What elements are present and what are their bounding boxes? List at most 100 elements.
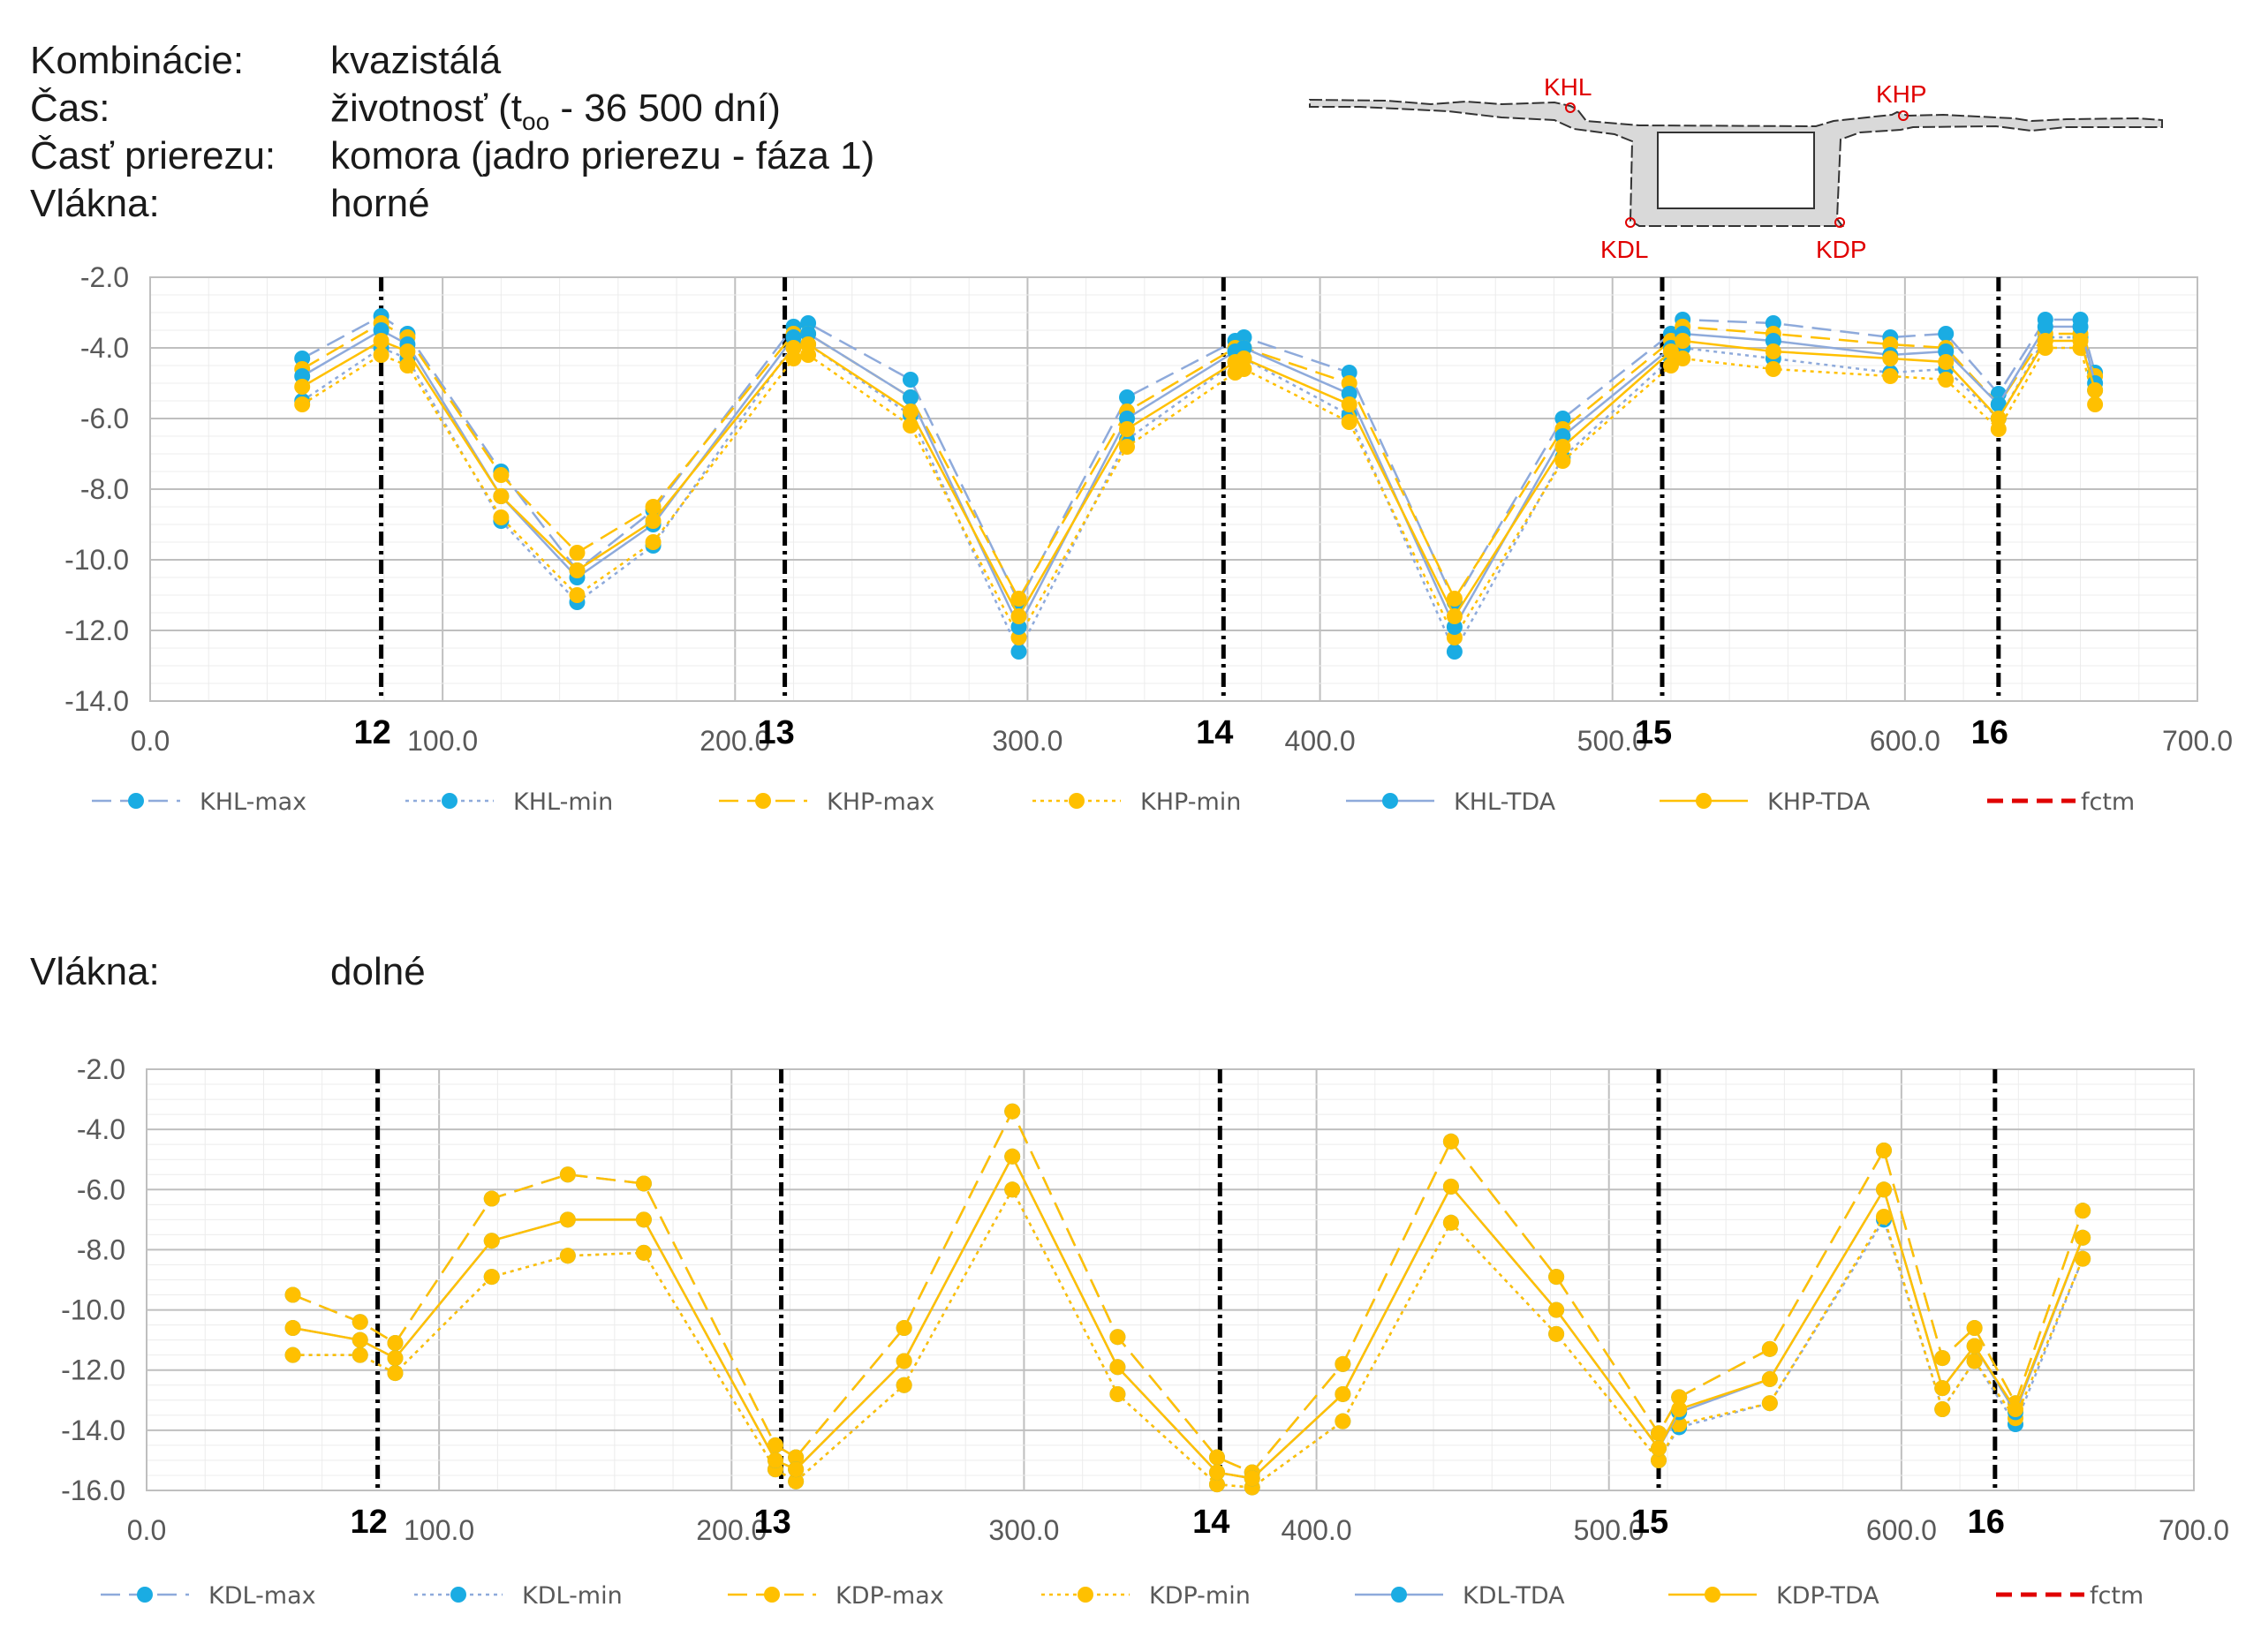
data-point-KDP-TDA — [483, 1233, 500, 1249]
data-point-KHP-min — [569, 587, 586, 603]
support-label-15: 15 — [1635, 714, 1672, 751]
data-point-KHP-max — [645, 499, 662, 515]
x-tick-label: 700.0 — [2162, 725, 2233, 757]
legend-marker — [1705, 1587, 1720, 1603]
x-tick-label: 300.0 — [988, 1514, 1059, 1546]
legend-item-KHP-min: KHP-min — [1032, 788, 1241, 816]
data-point-KDP-min — [896, 1377, 912, 1393]
data-point-KDP-max — [2075, 1203, 2091, 1219]
legend-item-KHP-TDA: KHP-TDA — [1660, 788, 1871, 816]
y-tick-label: -4.0 — [77, 1113, 125, 1145]
y-tick-label: -6.0 — [80, 403, 129, 434]
y-tick-label: -12.0 — [64, 615, 129, 646]
x-tick-label: 600.0 — [1866, 1514, 1937, 1546]
legend-label: KDL-max — [208, 1582, 316, 1610]
legend-marker — [450, 1587, 466, 1603]
data-point-KHP-TDA — [1341, 396, 1357, 412]
y-tick-label: -10.0 — [64, 544, 129, 576]
legend-marker — [128, 793, 144, 809]
legend-label: KDL-TDA — [1463, 1582, 1565, 1610]
data-point-KHP-min — [1675, 351, 1691, 366]
cross-section-diagram: KHL KHP KDL KDP — [1309, 73, 2163, 263]
data-point-KHL-min — [1446, 644, 1463, 660]
data-point-KDP-max — [284, 1286, 301, 1303]
legend-marker — [1078, 1587, 1093, 1603]
legend-marker — [442, 793, 457, 809]
fibers-top-label: Vlákna: — [30, 182, 160, 225]
data-point-KHP-TDA — [1236, 351, 1252, 366]
section-part-label: Časť prierezu: — [30, 134, 276, 177]
y-tick-label: -2.0 — [77, 1053, 125, 1085]
legend-marker — [1069, 793, 1085, 809]
x-tick-label: 200.0 — [699, 725, 770, 757]
data-point-KHP-min — [1554, 453, 1571, 469]
data-point-KHP-TDA — [800, 336, 817, 352]
legend-label: KHP-min — [1140, 788, 1241, 816]
data-point-KDP-TDA — [1934, 1380, 1951, 1397]
fibers-top-value: horné — [330, 182, 430, 225]
data-point-KDP-max — [352, 1314, 368, 1331]
data-point-KHP-min — [294, 396, 311, 412]
legend-marker — [1382, 793, 1398, 809]
data-point-KHP-min — [1938, 372, 1955, 388]
legend-item-KHP-max: KHP-max — [719, 788, 934, 816]
data-point-KDP-max — [387, 1335, 404, 1352]
legend-label: KHL-min — [513, 788, 613, 816]
legend-label: KDP-min — [1149, 1582, 1251, 1610]
legend-item-KHL-TDA: KHL-TDA — [1346, 788, 1556, 816]
series-line-KDP-min — [292, 1187, 2084, 1489]
legend-label: KHP-TDA — [1767, 788, 1871, 816]
data-point-KHP-TDA — [1882, 351, 1899, 366]
legend-label: KHL-TDA — [1454, 788, 1556, 816]
legend-marker — [755, 793, 771, 809]
data-point-KHP-max — [493, 467, 510, 483]
data-point-KDP-max — [1208, 1449, 1225, 1466]
data-point-KDP-TDA — [788, 1461, 805, 1478]
data-point-KDP-TDA — [284, 1320, 301, 1337]
section-part-value: komora (jadro prierezu - fáza 1) — [330, 134, 875, 177]
data-point-KDP-max — [1442, 1133, 1459, 1150]
data-point-KHP-TDA — [294, 379, 311, 395]
data-point-KHP-max — [1010, 591, 1027, 607]
support-label-13: 13 — [757, 714, 794, 751]
data-point-KHL-TDA — [2037, 319, 2053, 335]
legend-marker — [137, 1587, 153, 1603]
data-point-KHP-min — [493, 509, 510, 525]
data-point-KDP-TDA — [635, 1211, 652, 1228]
x-tick-label: 400.0 — [1282, 1514, 1352, 1546]
y-tick-label: -2.0 — [80, 261, 129, 293]
data-point-KDP-max — [1761, 1340, 1778, 1357]
data-point-KDP-min — [635, 1244, 652, 1261]
data-point-KDP-min — [2075, 1250, 2091, 1267]
data-point-KDP-max — [1966, 1320, 1983, 1337]
legend-label: fctm — [2090, 1582, 2144, 1610]
x-tick-label: 100.0 — [407, 725, 478, 757]
data-point-KHP-min — [1662, 358, 1679, 373]
data-point-KHP-min — [1882, 368, 1899, 384]
data-point-KDP-max — [788, 1449, 805, 1466]
support-label-16: 16 — [1968, 1504, 2005, 1541]
data-point-KHL-max — [1938, 326, 1955, 342]
x-tick-label: 400.0 — [1285, 725, 1356, 757]
data-point-KDP-min — [1335, 1413, 1351, 1429]
data-point-KDP-min — [1934, 1401, 1951, 1418]
data-point-KHP-min — [902, 418, 919, 434]
data-point-KDP-min — [284, 1346, 301, 1363]
data-point-KDP-max — [1004, 1103, 1021, 1120]
data-point-KHP-TDA — [1662, 343, 1679, 359]
legend-label: KDP-max — [836, 1582, 944, 1610]
data-point-KDP-min — [559, 1248, 576, 1264]
y-tick-label: -16.0 — [61, 1475, 125, 1506]
y-tick-label: -4.0 — [80, 332, 129, 364]
data-point-KDP-min — [1651, 1452, 1667, 1468]
data-point-KDP-min — [1875, 1208, 1892, 1225]
data-point-KDP-min — [387, 1365, 404, 1382]
data-point-KDP-min — [1442, 1214, 1459, 1231]
data-point-KDP-TDA — [896, 1353, 912, 1369]
plot-area — [146, 1068, 2195, 1491]
data-point-KDP-max — [635, 1175, 652, 1192]
x-tick-label: 100.0 — [404, 1514, 474, 1546]
time-label: Čas: — [30, 87, 110, 130]
data-point-KDP-TDA — [559, 1211, 576, 1228]
